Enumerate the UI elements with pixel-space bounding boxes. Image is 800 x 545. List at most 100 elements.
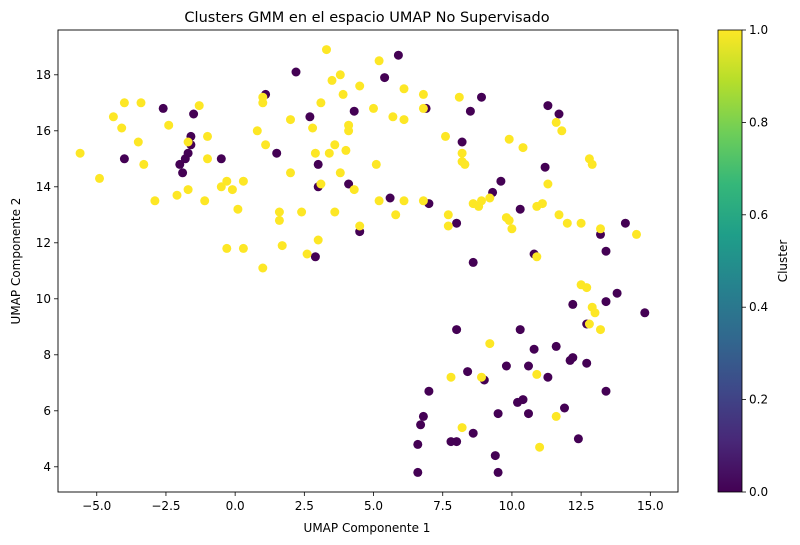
data-point-cluster-1 (216, 182, 226, 192)
data-point-cluster-0 (620, 218, 630, 228)
data-point-cluster-1 (286, 168, 295, 178)
data-point-cluster-0 (573, 434, 583, 444)
data-point-cluster-0 (524, 409, 533, 419)
data-point-cluster-1 (587, 159, 597, 169)
data-point-cluster-1 (313, 235, 323, 245)
data-point-cluster-0 (452, 218, 462, 228)
data-point-cluster-0 (344, 179, 354, 189)
colorbar-ticks: 0.0 0.2 0.4 0.6 0.8 1.0 (742, 23, 768, 499)
data-point-cluster-0 (601, 246, 611, 256)
data-point-cluster-1 (557, 126, 567, 136)
data-point-cluster-1 (203, 154, 212, 164)
data-point-cluster-0 (175, 159, 185, 169)
data-point-cluster-0 (216, 154, 226, 164)
x-axis-label: UMAP Componente 1 (304, 521, 431, 535)
data-point-cluster-0 (560, 403, 569, 413)
data-point-cluster-1 (554, 210, 564, 220)
data-point-cluster-0 (518, 395, 528, 405)
data-point-cluster-1 (596, 224, 605, 234)
y-tick-label: 10 (36, 292, 51, 306)
colorbar (717, 29, 743, 493)
data-point-cluster-1 (355, 81, 365, 91)
data-point-cluster-0 (463, 367, 473, 377)
data-point-cluster-1 (117, 123, 127, 133)
data-point-cluster-1 (203, 131, 212, 141)
data-point-cluster-1 (507, 224, 517, 234)
data-point-cluster-1 (183, 137, 193, 147)
data-point-cluster-1 (374, 196, 384, 206)
colorbar-tick-label: 0.2 (749, 393, 768, 407)
data-point-cluster-1 (277, 241, 287, 251)
y-axis-label: UMAP Componente 2 (9, 198, 23, 325)
x-tick-label: 5.0 (364, 499, 383, 513)
data-point-cluster-1 (316, 98, 326, 108)
data-point-cluster-0 (413, 439, 423, 449)
data-point-cluster-0 (515, 204, 525, 214)
x-tick-label: 0.0 (226, 499, 245, 513)
y-axis: 4 6 8 10 12 14 16 18 (36, 68, 58, 474)
colorbar-tick-label: 0.6 (749, 208, 768, 222)
data-point-cluster-1 (399, 84, 409, 94)
data-point-cluster-0 (183, 148, 193, 158)
data-point-cluster-1 (443, 210, 453, 220)
data-point-cluster-1 (330, 207, 340, 217)
data-point-cluster-0 (158, 103, 168, 113)
x-tick-label: 10.0 (499, 499, 526, 513)
data-point-cluster-1 (136, 98, 146, 108)
data-point-cluster-0 (554, 109, 564, 119)
data-point-cluster-0 (452, 325, 462, 335)
y-tick-label: 16 (36, 124, 51, 138)
data-point-cluster-0 (349, 106, 359, 116)
x-tick-label: 15.0 (637, 499, 664, 513)
data-point-cluster-0 (477, 92, 486, 102)
data-point-cluster-1 (258, 92, 268, 102)
data-point-cluster-1 (286, 115, 295, 125)
data-point-cluster-0 (393, 50, 403, 60)
data-point-cluster-0 (543, 372, 553, 382)
data-point-cluster-1 (457, 423, 467, 433)
data-point-cluster-1 (108, 112, 118, 122)
data-point-cluster-1 (341, 145, 351, 155)
data-point-cluster-0 (493, 467, 503, 477)
data-point-cluster-1 (335, 168, 345, 178)
data-point-cluster-1 (477, 196, 486, 206)
data-point-cluster-1 (297, 207, 307, 217)
data-point-cluster-1 (443, 221, 453, 231)
data-point-cluster-1 (274, 215, 284, 225)
data-point-cluster-1 (258, 263, 268, 273)
data-point-cluster-1 (183, 185, 193, 195)
data-point-cluster-0 (568, 353, 578, 363)
x-tick-label: 2.5 (295, 499, 314, 513)
data-point-cluster-1 (551, 117, 561, 127)
data-point-cluster-1 (150, 196, 160, 206)
data-point-cluster-1 (252, 126, 262, 136)
data-point-cluster-0 (568, 299, 578, 309)
data-point-cluster-1 (504, 134, 514, 144)
x-axis: −5.0 −2.5 0.0 2.5 5.0 7.5 10.0 12.5 15.0 (82, 492, 664, 513)
y-tick-label: 12 (36, 236, 51, 250)
data-point-cluster-0 (380, 73, 390, 83)
data-point-cluster-1 (238, 243, 248, 253)
data-point-cluster-1 (596, 325, 605, 335)
x-tick-label: −5.0 (82, 499, 111, 513)
data-point-cluster-0 (416, 420, 426, 430)
data-point-cluster-0 (452, 437, 462, 447)
data-point-cluster-0 (551, 341, 561, 351)
data-point-cluster-1 (274, 207, 284, 217)
y-tick-label: 4 (43, 460, 51, 474)
data-point-cluster-1 (388, 112, 398, 122)
y-tick-label: 14 (36, 180, 51, 194)
x-tick-label: 7.5 (433, 499, 452, 513)
data-point-cluster-1 (369, 103, 378, 113)
data-point-cluster-1 (322, 45, 331, 55)
data-point-cluster-1 (95, 173, 104, 183)
data-point-cluster-1 (584, 319, 594, 329)
data-point-cluster-1 (316, 179, 326, 189)
data-point-cluster-1 (485, 193, 495, 203)
data-point-cluster-1 (194, 101, 204, 111)
data-point-cluster-1 (399, 196, 409, 206)
data-point-cluster-1 (324, 148, 334, 158)
data-point-cluster-1 (535, 442, 545, 452)
data-point-cluster-0 (457, 137, 467, 147)
data-point-cluster-1 (441, 131, 450, 141)
